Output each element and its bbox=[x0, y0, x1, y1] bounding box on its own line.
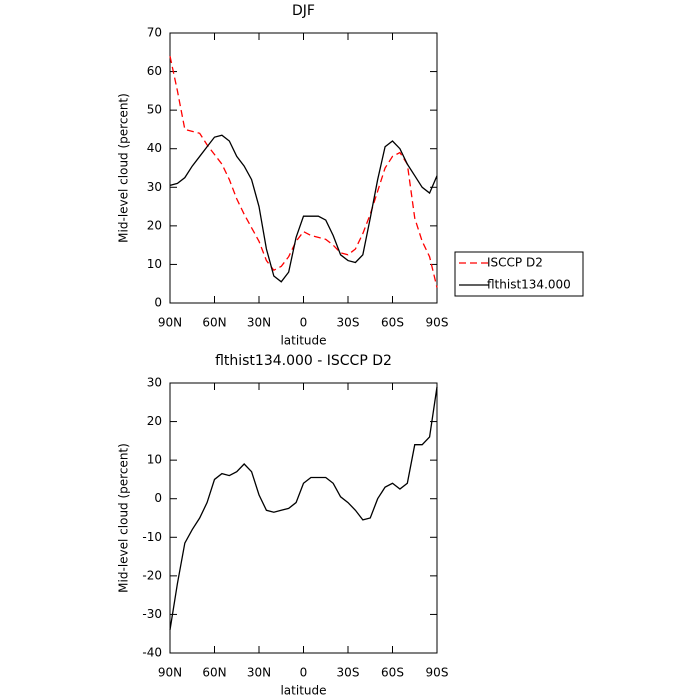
y-tick-label: -40 bbox=[142, 646, 162, 660]
x-tick-label: 30S bbox=[337, 666, 360, 680]
data-line bbox=[169, 386, 438, 630]
y-tick-label: 30 bbox=[147, 180, 162, 194]
x-tick-label: 60N bbox=[202, 316, 226, 330]
x-tick-label: 90N bbox=[158, 316, 182, 330]
y-tick-label: 0 bbox=[154, 296, 162, 310]
y-tick-label: 20 bbox=[147, 218, 162, 232]
y-tick-label: -30 bbox=[142, 607, 162, 621]
x-tick-label: 90S bbox=[426, 666, 449, 680]
x-tick-label: 0 bbox=[300, 666, 308, 680]
y-tick-label: 30 bbox=[147, 376, 162, 390]
y-tick-label: 40 bbox=[147, 141, 162, 155]
x-tick-label: 60N bbox=[202, 666, 226, 680]
x-tick-label: 90S bbox=[426, 316, 449, 330]
y-tick-label: 10 bbox=[147, 453, 162, 467]
y-tick-label: -10 bbox=[142, 530, 162, 544]
plot-frame bbox=[169, 32, 438, 304]
x-axis-label: latitude bbox=[280, 334, 326, 348]
x-tick-label: 0 bbox=[300, 316, 308, 330]
legend-box bbox=[454, 251, 584, 297]
legend-label: ISCCP D2 bbox=[487, 256, 543, 270]
data-line bbox=[169, 56, 438, 288]
y-tick-label: 60 bbox=[147, 64, 162, 78]
chart-title: flthist134.000 - ISCCP D2 bbox=[215, 353, 392, 369]
x-tick-label: 30S bbox=[337, 316, 360, 330]
y-tick-label: 50 bbox=[147, 103, 162, 117]
y-axis-label: Mid-level cloud (percent) bbox=[117, 443, 131, 593]
x-tick-label: 30N bbox=[247, 666, 271, 680]
chart-title: DJF bbox=[292, 3, 315, 19]
y-tick-label: 10 bbox=[147, 257, 162, 271]
x-tick-label: 30N bbox=[247, 316, 271, 330]
data-line bbox=[169, 134, 438, 283]
y-tick-label: 0 bbox=[154, 491, 162, 505]
y-axis-label: Mid-level cloud (percent) bbox=[117, 93, 131, 243]
x-tick-label: 60S bbox=[381, 316, 404, 330]
y-tick-label: 70 bbox=[147, 26, 162, 40]
y-tick-label: 20 bbox=[147, 414, 162, 428]
x-axis-label: latitude bbox=[280, 684, 326, 698]
y-tick-label: -20 bbox=[142, 568, 162, 582]
x-tick-label: 60S bbox=[381, 666, 404, 680]
legend-label: flthist134.000 bbox=[487, 278, 571, 292]
plot-frame bbox=[169, 382, 438, 654]
x-tick-label: 90N bbox=[158, 666, 182, 680]
